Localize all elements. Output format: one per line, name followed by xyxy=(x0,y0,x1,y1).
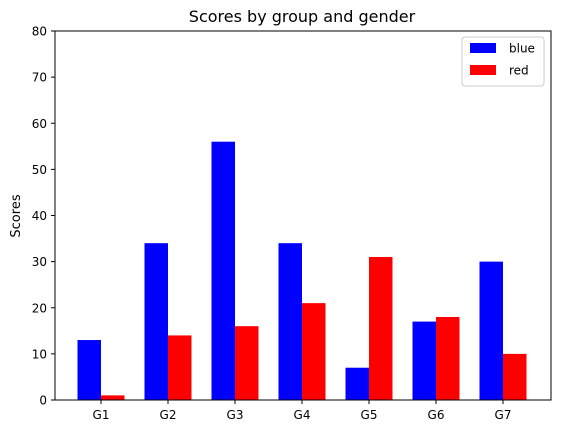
bar-blue-G5 xyxy=(345,367,369,400)
bar-blue-G7 xyxy=(479,261,503,400)
y-tick-label: 80 xyxy=(32,25,47,39)
bar-red-G6 xyxy=(436,316,460,400)
x-tick-label: G5 xyxy=(361,408,378,422)
y-tick-label: 20 xyxy=(32,301,47,315)
y-ticks-group: 0 10 20 30 40 50 60 70 80 xyxy=(32,25,55,408)
bar-blue-G6 xyxy=(412,321,436,400)
legend: blue red xyxy=(461,36,545,87)
bar-red-G2 xyxy=(168,335,192,400)
legend-label-blue: blue xyxy=(509,42,535,56)
x-tick-label: G1 xyxy=(93,408,110,422)
x-tick-label: G7 xyxy=(495,408,512,422)
plot-frame xyxy=(54,30,552,401)
bar-red-G5 xyxy=(369,257,393,400)
legend-swatch-blue xyxy=(470,43,496,53)
x-tick-label: G3 xyxy=(227,408,244,422)
x-ticks-group: G1 G2 G3 G4 G5 G6 G7 xyxy=(93,400,512,422)
bar-blue-G4 xyxy=(278,243,302,400)
x-tick-label: G2 xyxy=(160,408,177,422)
bar-red-G3 xyxy=(235,326,259,400)
bars-group xyxy=(77,141,527,400)
chart-title: Scores by group and gender xyxy=(189,7,416,26)
x-tick-label: G6 xyxy=(428,408,445,422)
legend-swatch-red xyxy=(470,65,496,75)
bar-blue-G1 xyxy=(77,340,101,400)
legend-label-red: red xyxy=(509,64,529,78)
bar-blue-G3 xyxy=(211,141,235,400)
x-tick-label: G4 xyxy=(294,408,311,422)
y-tick-label: 30 xyxy=(32,255,47,269)
y-tick-label: 60 xyxy=(32,117,47,131)
y-tick-label: 70 xyxy=(32,71,47,85)
y-tick-label: 50 xyxy=(32,163,47,177)
y-tick-label: 10 xyxy=(32,347,47,361)
bar-red-G4 xyxy=(302,303,326,400)
bar-blue-G2 xyxy=(144,243,168,400)
y-tick-label: 40 xyxy=(32,209,47,223)
bar-red-G1 xyxy=(101,395,125,400)
y-axis-label: Scores xyxy=(9,194,24,237)
bar-red-G7 xyxy=(503,353,527,400)
y-tick-label: 0 xyxy=(39,394,47,408)
